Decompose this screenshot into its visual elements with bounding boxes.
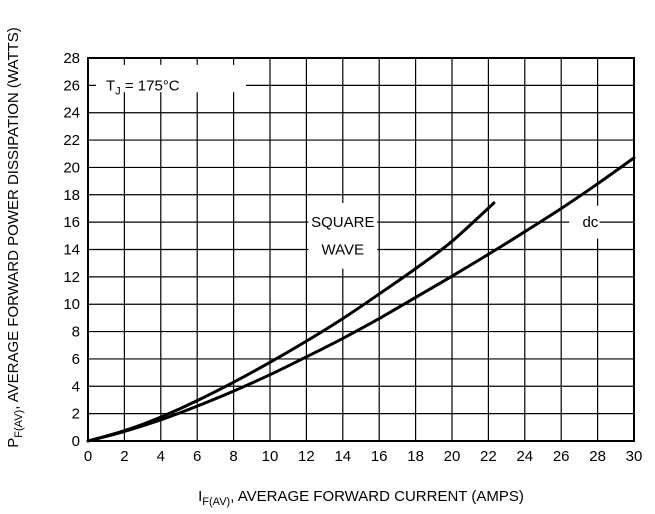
tj-annotation: TJ = 175°C xyxy=(106,77,180,97)
series-line-dc xyxy=(86,156,636,443)
dc-label: dc xyxy=(582,214,598,231)
y-tick-label: 12 xyxy=(63,269,80,286)
x-tick-label: 26 xyxy=(553,448,570,465)
annotations: TJ = 175°C SQUARE WAVE dc xyxy=(96,64,600,269)
dc-label-box xyxy=(569,205,600,239)
x-tick-label: 22 xyxy=(480,448,497,465)
y-tick-label: 20 xyxy=(63,159,80,176)
x-tick-label: 6 xyxy=(193,448,201,465)
x-axis-label-sub: F(AV) xyxy=(202,496,230,508)
y-tick-label: 24 xyxy=(63,105,80,122)
x-tick-label: 14 xyxy=(334,448,351,465)
x-tick-label: 8 xyxy=(229,448,237,465)
y-tick-label: 26 xyxy=(63,77,80,94)
tj-annotation-box xyxy=(96,64,246,93)
y-tick-label: 14 xyxy=(63,242,80,259)
x-tick-label: 10 xyxy=(262,448,279,465)
x-tick-label: 30 xyxy=(626,448,643,465)
y-tick-label: 0 xyxy=(72,433,80,450)
x-tick-labels: 0 2 4 6 8 10 12 14 16 18 20 22 24 26 28 30 xyxy=(84,448,643,465)
y-axis-label-rest: , AVERAGE FORWARD POWER DISSIPATION (WAT… xyxy=(5,27,22,410)
y-tick-label: 28 xyxy=(63,50,80,67)
plot-border xyxy=(87,57,635,442)
x-tick-label: 4 xyxy=(157,448,165,465)
square-wave-label-box xyxy=(308,202,378,269)
y-tick-label: 8 xyxy=(72,324,80,341)
y-axis-label-sub: F(AV) xyxy=(13,410,25,438)
series-lines xyxy=(86,156,636,443)
x-axis-label-rest: , AVERAGE FORWARD CURRENT (AMPS) xyxy=(230,488,524,505)
x-tick-label: 0 xyxy=(84,448,92,465)
grid xyxy=(87,57,635,442)
y-axis-label: PF(AV), AVERAGE FORWARD POWER DISSIPATIO… xyxy=(5,27,25,447)
tj-rest: = 175°C xyxy=(121,77,180,94)
x-tick-label: 20 xyxy=(444,448,461,465)
y-axis-label-main: P xyxy=(5,438,22,448)
x-tick-label: 18 xyxy=(407,448,424,465)
y-tick-label: 6 xyxy=(72,351,80,368)
x-tick-label: 16 xyxy=(371,448,388,465)
y-tick-label: 22 xyxy=(63,132,80,149)
series-line-square-wave xyxy=(86,201,496,443)
square-wave-label-line2: WAVE xyxy=(322,242,365,259)
y-tick-label: 4 xyxy=(72,378,80,395)
tj-main: T xyxy=(106,77,115,94)
y-tick-label: 10 xyxy=(63,296,80,313)
y-tick-label: 18 xyxy=(63,187,80,204)
x-tick-label: 12 xyxy=(298,448,315,465)
x-tick-label: 2 xyxy=(120,448,128,465)
tj-sub: J xyxy=(115,85,121,97)
square-wave-label-line1: SQUARE xyxy=(311,214,374,231)
x-tick-label: 28 xyxy=(589,448,606,465)
x-axis-label: IF(AV), AVERAGE FORWARD CURRENT (AMPS) xyxy=(198,488,524,508)
x-tick-label: 24 xyxy=(516,448,533,465)
y-tick-label: 2 xyxy=(72,406,80,423)
x-axis-label-main: I xyxy=(198,488,202,505)
y-tick-label: 16 xyxy=(63,214,80,231)
